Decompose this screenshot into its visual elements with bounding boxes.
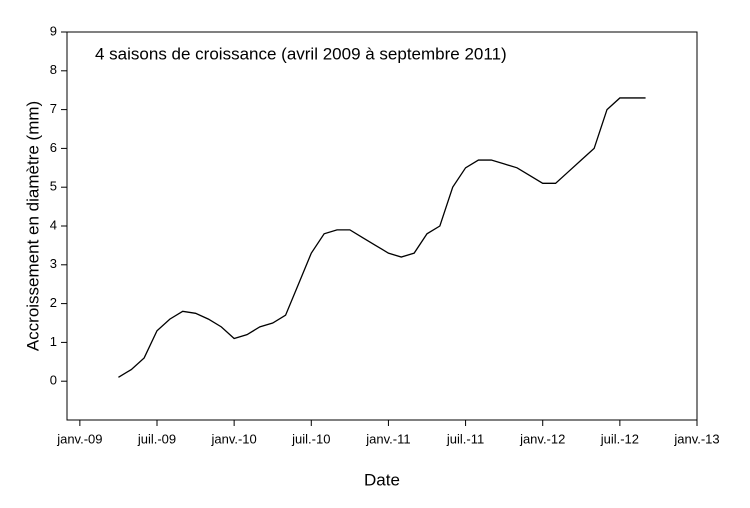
x-tick-label: juil.-11 (446, 431, 484, 446)
y-tick-label: 4 (50, 217, 57, 232)
y-axis-title: Accroissement en diamètre (mm) (23, 101, 42, 351)
y-tick-label: 5 (50, 179, 57, 194)
x-tick-label: juil.-10 (291, 431, 330, 446)
data-line (118, 97, 646, 378)
annotation: 4 saisons de croissance (avril 2009 à se… (95, 44, 507, 63)
y-tick-label: 1 (50, 334, 57, 349)
x-axis-title: Date (364, 470, 400, 489)
x-tick-label: janv.-11 (365, 431, 410, 446)
y-tick-label: 6 (50, 140, 57, 155)
y-tick-label: 3 (50, 256, 57, 271)
y-tick-label: 7 (50, 101, 57, 116)
x-tick-label: janv.-13 (673, 431, 719, 446)
y-tick-label: 8 (50, 62, 57, 77)
x-tick-label: janv.-10 (210, 431, 256, 446)
y-tick-label: 0 (50, 373, 57, 388)
x-tick-label: janv.-12 (519, 431, 565, 446)
y-tick-label: 9 (50, 23, 57, 38)
plot-frame (66, 31, 698, 421)
y-tick-label: 2 (50, 295, 57, 310)
x-tick-label: juil.-12 (600, 431, 639, 446)
x-tick-label: juil.-09 (137, 431, 176, 446)
x-tick-label: janv.-09 (56, 431, 102, 446)
